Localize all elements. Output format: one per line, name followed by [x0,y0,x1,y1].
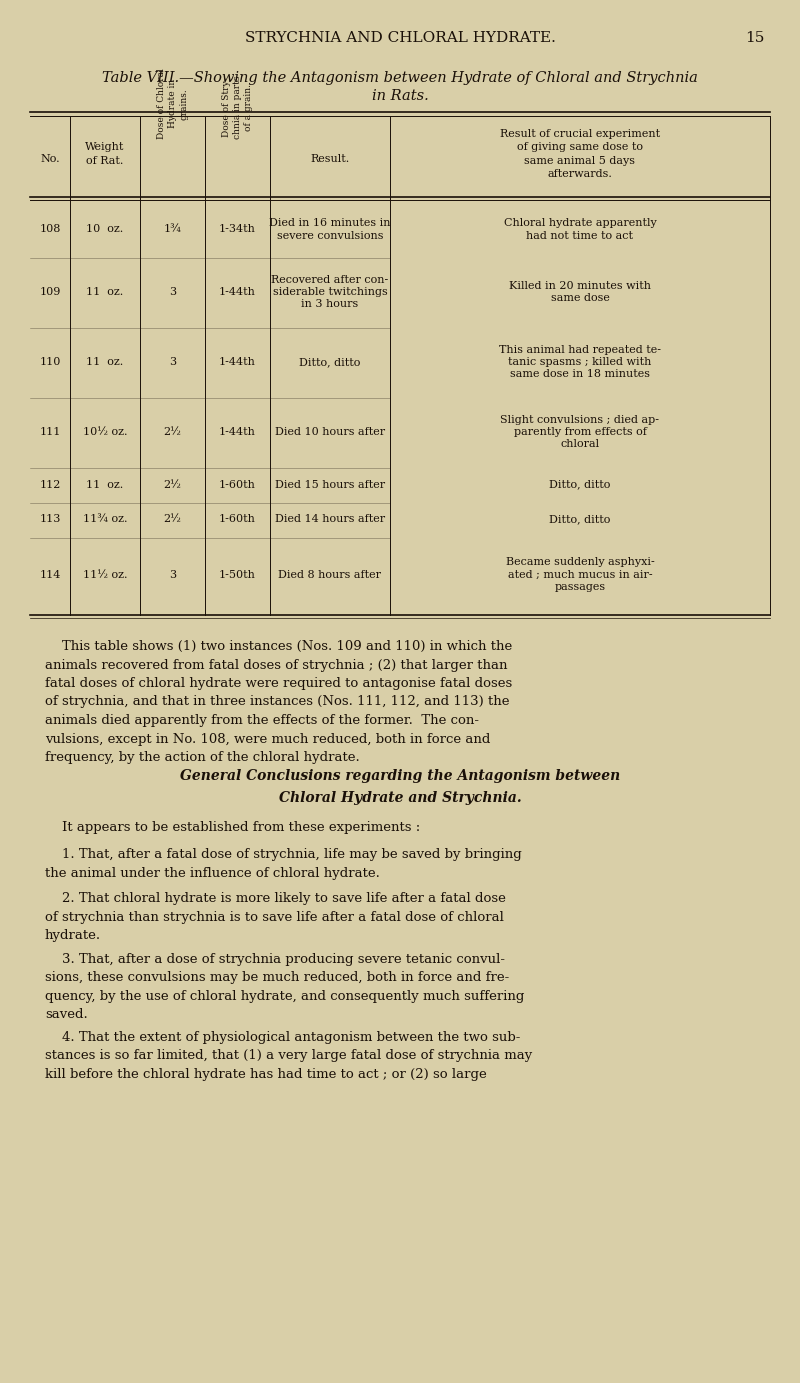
Text: Died 14 hours after: Died 14 hours after [275,514,385,524]
Text: 11  oz.: 11 oz. [86,480,124,490]
Text: 2½: 2½ [163,427,182,437]
Text: STRYCHNIA AND CHLORAL HYDRATE.: STRYCHNIA AND CHLORAL HYDRATE. [245,30,555,46]
Text: Result of crucial experiment
of giving same dose to
same animal 5 days
afterward: Result of crucial experiment of giving s… [500,129,660,178]
Text: 1-44th: 1-44th [219,288,256,297]
Text: 1¾: 1¾ [163,224,182,235]
Text: Dose of Chloral
Hydrate in
grains.: Dose of Chloral Hydrate in grains. [157,68,188,140]
Text: 10  oz.: 10 oz. [86,224,124,235]
Text: 112: 112 [39,480,61,490]
Text: This table shows (1) two instances (Nos. 109 and 110) in which the
animals recov: This table shows (1) two instances (Nos.… [45,640,512,763]
Text: 3: 3 [169,570,176,579]
Text: Weight
of Rat.: Weight of Rat. [86,142,125,166]
Text: No.: No. [40,154,60,165]
Text: 108: 108 [39,224,61,235]
Text: 15: 15 [746,30,765,46]
Text: 1. That, after a fatal dose of strychnia, life may be saved by bringing
the anim: 1. That, after a fatal dose of strychnia… [45,848,522,880]
Text: 1-44th: 1-44th [219,427,256,437]
Text: This animal had repeated te-
tanic spasms ; killed with
same dose in 18 minutes: This animal had repeated te- tanic spasm… [499,344,661,379]
Text: General Conclusions regarding the Antagonism between: General Conclusions regarding the Antago… [180,769,620,783]
Text: Chloral hydrate apparently
had not time to act: Chloral hydrate apparently had not time … [504,219,656,241]
Text: 10½ oz.: 10½ oz. [82,427,127,437]
Text: 2½: 2½ [163,514,182,524]
Text: Result.: Result. [310,154,350,165]
Text: Died 8 hours after: Died 8 hours after [278,570,382,579]
Text: Slight convulsions ; died ap-
parently from effects of
chloral: Slight convulsions ; died ap- parently f… [501,415,659,449]
Text: 111: 111 [39,427,61,437]
Text: 3. That, after a dose of strychnia producing severe tetanic convul-
sions, these: 3. That, after a dose of strychnia produ… [45,953,524,1022]
Text: Died in 16 minutes in
severe convulsions: Died in 16 minutes in severe convulsions [270,219,390,241]
Text: 11  oz.: 11 oz. [86,288,124,297]
Text: 3: 3 [169,288,176,297]
Text: 11¾ oz.: 11¾ oz. [82,514,127,524]
Text: 1-60th: 1-60th [219,514,256,524]
Text: 2. That chloral hydrate is more likely to save life after a fatal dose
of strych: 2. That chloral hydrate is more likely t… [45,892,506,942]
Text: Table VIII.—Showing the Antagonism between Hydrate of Chloral and Strychnia: Table VIII.—Showing the Antagonism betwe… [102,71,698,84]
Text: Died 15 hours after: Died 15 hours after [275,480,385,490]
Text: 1-34th: 1-34th [219,224,256,235]
Text: Dose of Stry-
chnia in parts
of a grain.: Dose of Stry- chnia in parts of a grain. [222,76,253,140]
Text: It appears to be established from these experiments :: It appears to be established from these … [45,822,420,834]
Text: 1-50th: 1-50th [219,570,256,579]
Text: 11  oz.: 11 oz. [86,357,124,366]
Text: 109: 109 [39,288,61,297]
Text: Killed in 20 minutes with
same dose: Killed in 20 minutes with same dose [509,281,651,303]
Text: Became suddenly asphyxi-
ated ; much mucus in air-
passages: Became suddenly asphyxi- ated ; much muc… [506,557,654,592]
Text: Ditto, ditto: Ditto, ditto [550,514,610,524]
Text: 1-60th: 1-60th [219,480,256,490]
Text: Ditto, ditto: Ditto, ditto [299,357,361,366]
Text: Chloral Hydrate and Strychnia.: Chloral Hydrate and Strychnia. [278,791,522,805]
Text: 11½ oz.: 11½ oz. [82,570,127,579]
Text: Ditto, ditto: Ditto, ditto [550,480,610,490]
Text: 110: 110 [39,357,61,366]
Text: Died 10 hours after: Died 10 hours after [275,427,385,437]
Text: 3: 3 [169,357,176,366]
Text: 114: 114 [39,570,61,579]
Text: 4. That the extent of physiological antagonism between the two sub-
stances is s: 4. That the extent of physiological anta… [45,1030,532,1082]
Text: in Rats.: in Rats. [372,89,428,102]
Text: 2½: 2½ [163,480,182,490]
Text: Recovered after con-
siderable twitchings
in 3 hours: Recovered after con- siderable twitching… [271,275,389,310]
Text: 113: 113 [39,514,61,524]
Text: 1-44th: 1-44th [219,357,256,366]
